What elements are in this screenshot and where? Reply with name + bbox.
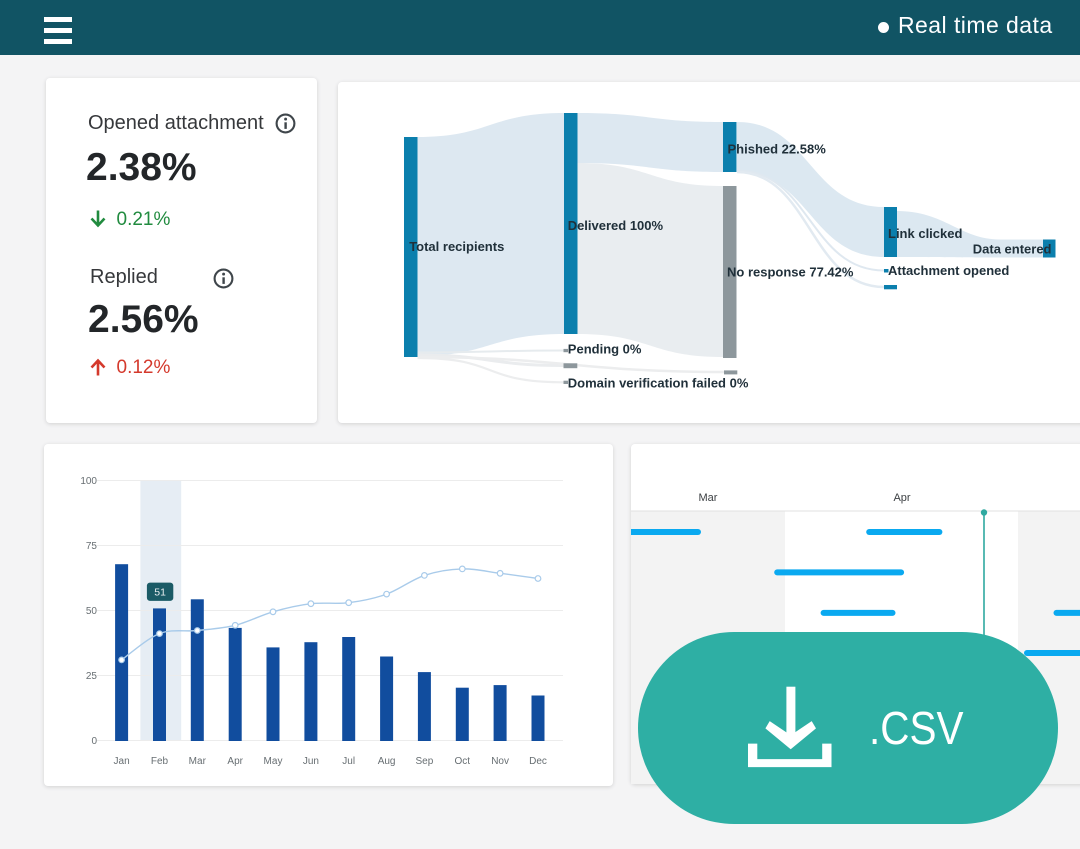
svg-text:Apr: Apr xyxy=(893,492,910,504)
svg-text:Total recipients: Total recipients xyxy=(409,239,504,254)
svg-text:75: 75 xyxy=(86,541,98,552)
svg-text:Mar: Mar xyxy=(699,492,718,504)
svg-text:Mar: Mar xyxy=(189,756,207,767)
svg-text:Domain verification failed 0%: Domain verification failed 0% xyxy=(568,376,749,391)
svg-text:Data entered: Data entered xyxy=(973,242,1052,257)
svg-text:Jun: Jun xyxy=(303,756,319,767)
svg-text:Delivered 100%: Delivered 100% xyxy=(568,218,664,233)
svg-text:25: 25 xyxy=(86,671,98,682)
svg-text:Aug: Aug xyxy=(378,756,396,767)
svg-text:0: 0 xyxy=(91,736,97,747)
svg-text:Pending 0%: Pending 0% xyxy=(568,341,642,356)
svg-text:50: 50 xyxy=(86,606,98,617)
svg-text:Oct: Oct xyxy=(455,756,471,767)
svg-text:Jul: Jul xyxy=(342,756,355,767)
svg-text:May: May xyxy=(264,756,283,767)
svg-text:Apr: Apr xyxy=(227,756,243,767)
svg-text:Nov: Nov xyxy=(491,756,509,767)
svg-text:100: 100 xyxy=(80,476,97,487)
svg-text:51: 51 xyxy=(154,586,166,598)
svg-text:Phished 22.58%: Phished 22.58% xyxy=(728,142,827,157)
svg-text:Sep: Sep xyxy=(416,756,434,767)
svg-text:No response 77.42%: No response 77.42% xyxy=(727,265,854,280)
svg-text:Feb: Feb xyxy=(151,756,169,767)
svg-text:Jan: Jan xyxy=(114,756,130,767)
svg-text:Attachment opened: Attachment opened xyxy=(888,263,1009,278)
svg-text:Link clicked: Link clicked xyxy=(888,226,962,241)
svg-text:Dec: Dec xyxy=(529,756,547,767)
